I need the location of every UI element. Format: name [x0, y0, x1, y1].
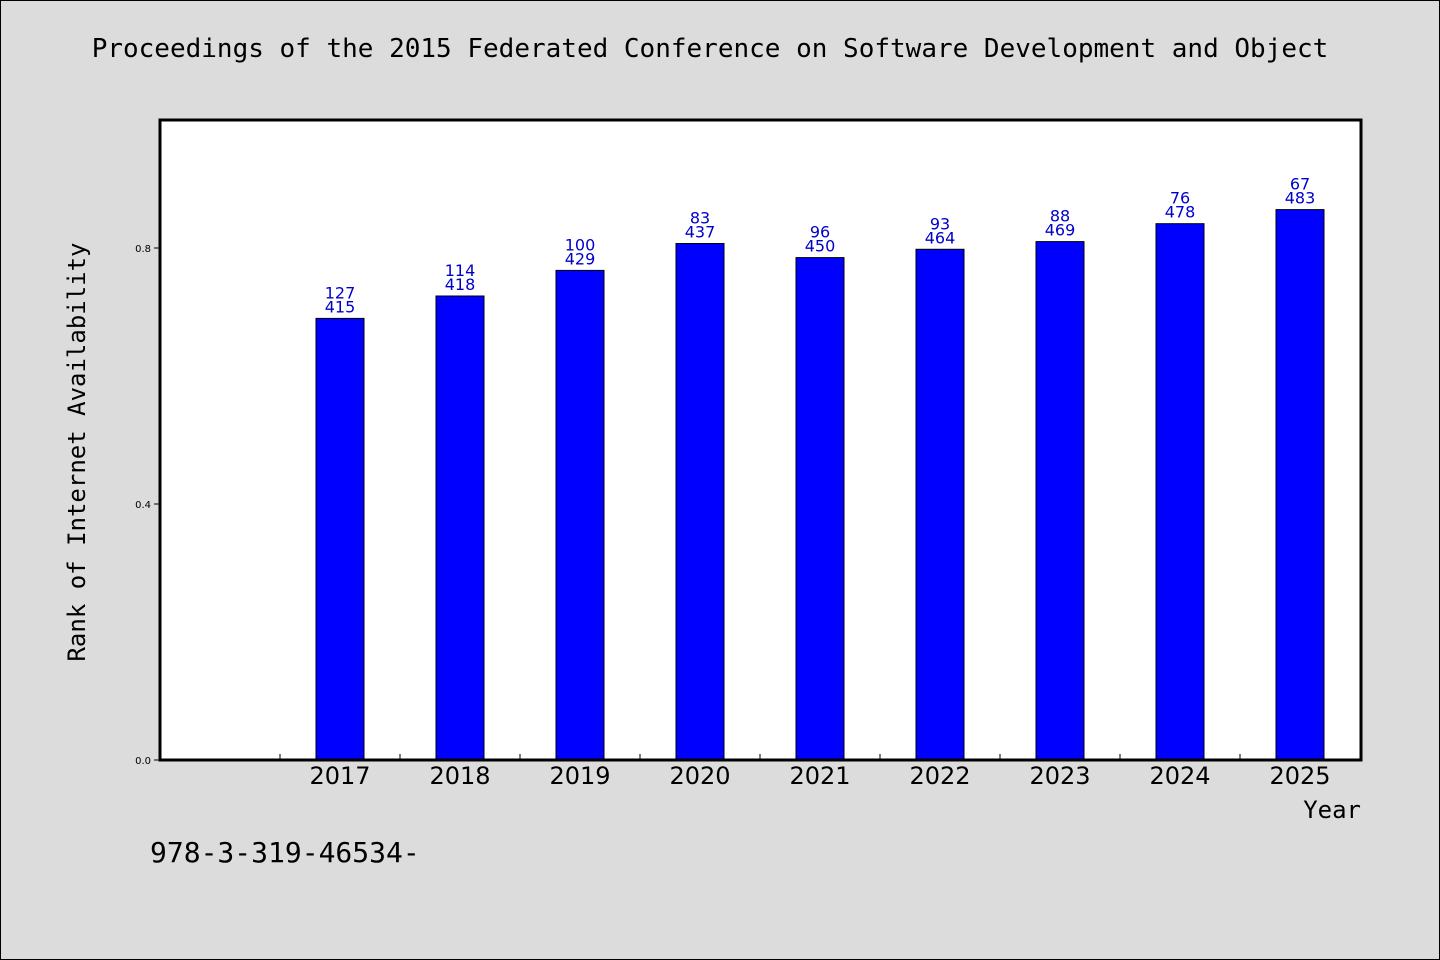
- data-label-bottom: 483: [1285, 189, 1316, 208]
- bar-2024: [1155, 223, 1205, 761]
- x-tick-label: 2022: [909, 762, 970, 790]
- data-label-bottom: 429: [565, 249, 596, 268]
- data-label-top: 88: [1050, 207, 1070, 226]
- bar-2022: [915, 248, 965, 761]
- x-tick-label: 2017: [309, 762, 370, 790]
- x-tick-label: 2023: [1029, 762, 1090, 790]
- bar-2025: [1275, 209, 1325, 761]
- bar-2020: [675, 243, 725, 761]
- y-tick-label: 0.4: [135, 500, 151, 511]
- bar-2018: [435, 295, 485, 761]
- bar-2021: [795, 257, 845, 761]
- y-tick-label: 0.0: [135, 756, 151, 767]
- bar-2023: [1035, 241, 1085, 761]
- plot-border: [158, 118, 1363, 762]
- footer-isbn-note: 978-3-319-46534-: [150, 836, 420, 869]
- chart-title: Proceedings of the 2015 Federated Confer…: [91, 34, 1329, 64]
- x-tick-label: 2024: [1149, 762, 1210, 790]
- data-label-top: 93: [930, 214, 950, 233]
- x-tick-label: 2019: [549, 762, 610, 790]
- bar-2019: [555, 269, 605, 761]
- data-label-bottom: 450: [805, 237, 836, 256]
- x-axis-label: Year: [1303, 796, 1361, 824]
- data-label-top: 76: [1170, 189, 1190, 208]
- data-label-top: 67: [1290, 175, 1310, 194]
- data-label-bottom: 464: [925, 228, 956, 247]
- data-label-top: 83: [690, 209, 710, 228]
- x-tick-label: 2021: [789, 762, 850, 790]
- data-label-top: 96: [810, 223, 830, 242]
- data-label-bottom: 437: [685, 223, 716, 242]
- y-axis-label: Rank of Internet Availability: [63, 242, 91, 661]
- x-tick-label: 2020: [669, 762, 730, 790]
- data-label-bottom: 478: [1165, 203, 1196, 222]
- data-label-top: 100: [565, 235, 596, 254]
- data-label-top: 114: [445, 261, 476, 280]
- y-tick-label: 0.8: [135, 244, 151, 255]
- data-label-bottom: 469: [1045, 221, 1076, 240]
- data-label-bottom: 415: [325, 297, 356, 316]
- x-tick-label: 2018: [429, 762, 490, 790]
- x-tick-label: 2025: [1269, 762, 1330, 790]
- data-label-bottom: 418: [445, 275, 476, 294]
- data-label-top: 127: [325, 283, 356, 302]
- bar-2017: [315, 317, 365, 761]
